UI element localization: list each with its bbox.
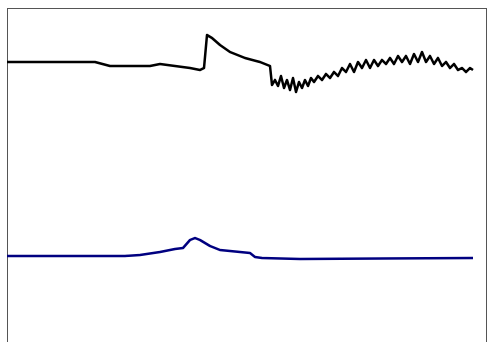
plot-frame: [7, 8, 487, 342]
series-line: [7, 236, 474, 261]
series-line: [7, 33, 474, 94]
